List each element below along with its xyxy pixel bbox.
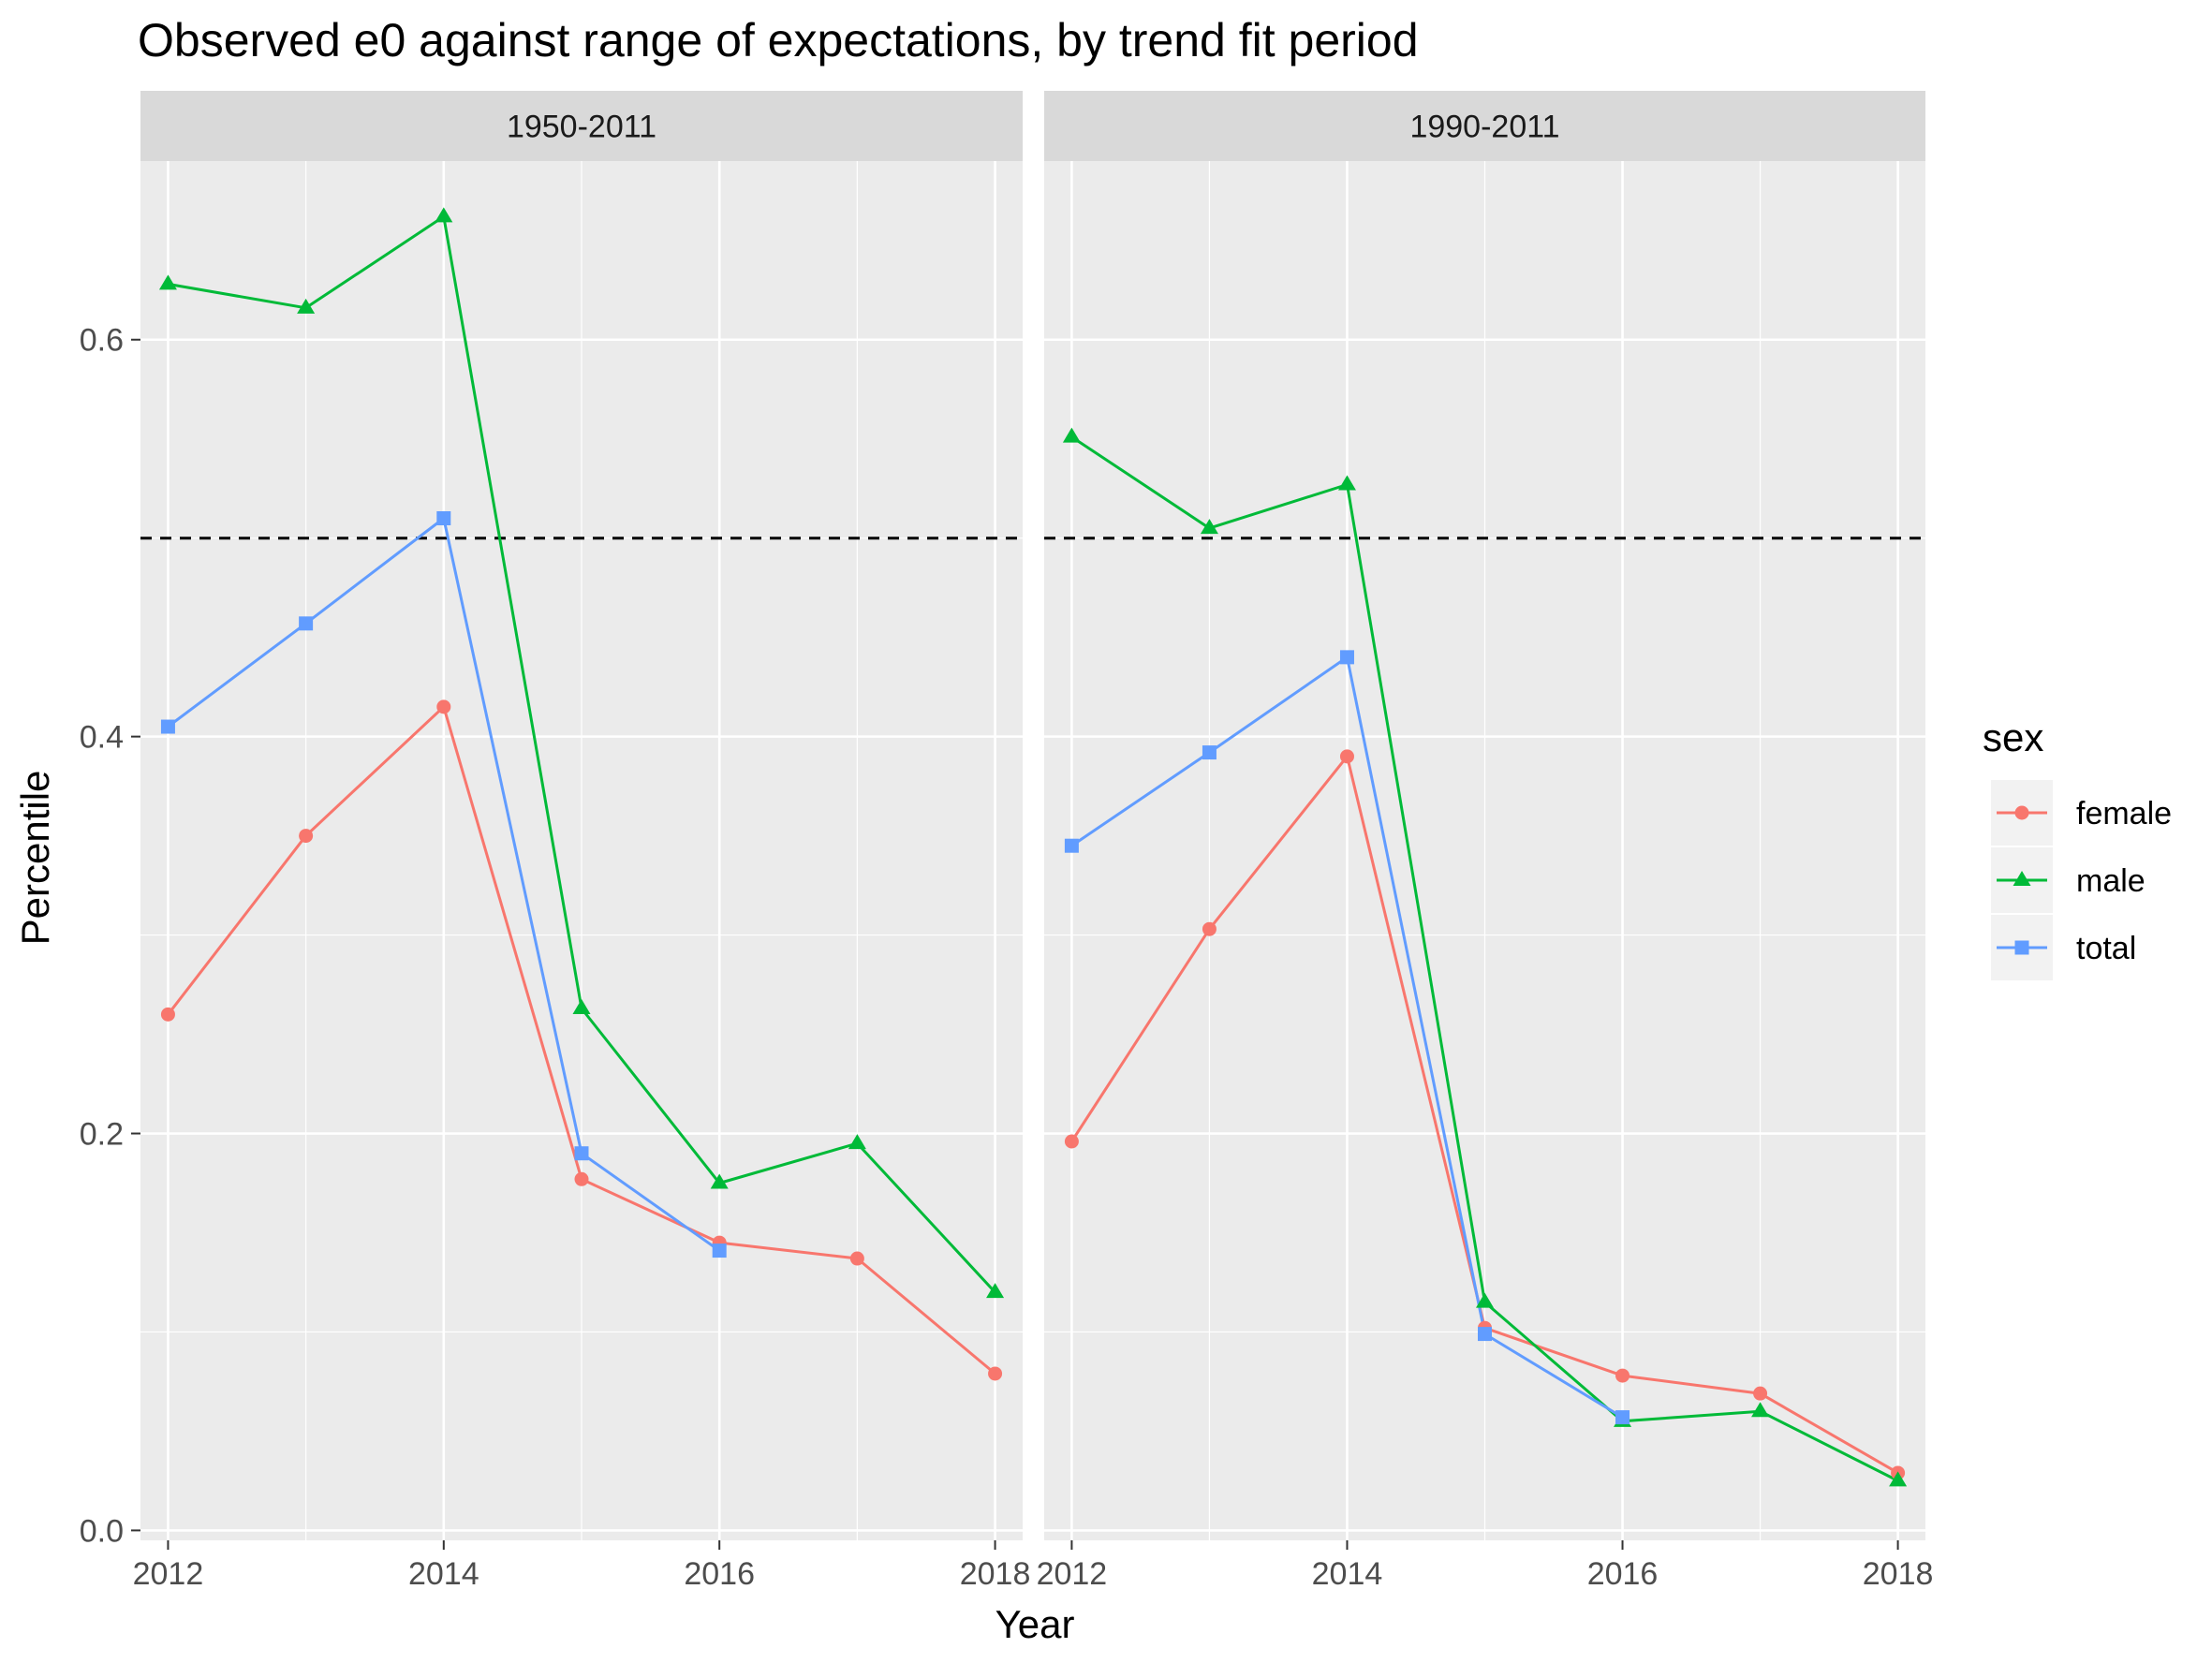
data-point-total [574, 1146, 589, 1161]
data-point-female [299, 829, 314, 844]
data-point-male [572, 998, 591, 1014]
legend-item-male: male [1991, 847, 2146, 913]
data-point-female [574, 1171, 589, 1186]
y-axis: 0.0 0.2 0.4 0.6 [80, 323, 140, 1549]
legend-key-marker [2013, 871, 2031, 886]
x-tick-label: 2014 [1312, 1556, 1383, 1592]
data-point-female [160, 1007, 175, 1022]
data-point-total [436, 510, 451, 525]
legend-label: total [2076, 931, 2136, 966]
data-point-total [1339, 650, 1354, 665]
data-point-male [1062, 427, 1081, 443]
data-point-male [158, 274, 177, 290]
data-point-total [1615, 1410, 1630, 1425]
y-tick-label: 0.6 [80, 323, 124, 359]
legend-item-total: total [1991, 915, 2136, 980]
data-point-total [1064, 838, 1079, 853]
y-tick-label: 0.4 [80, 720, 124, 756]
data-point-male [848, 1134, 866, 1150]
x-tick-label: 2012 [133, 1556, 204, 1592]
data-point-male [1476, 1292, 1494, 1308]
x-axis-right: 2012 2014 2016 2018 [1037, 1540, 1934, 1592]
legend-label: male [2076, 863, 2146, 899]
data-point-total [1202, 745, 1217, 760]
data-point-total [712, 1244, 727, 1258]
facet-strip [140, 91, 1023, 161]
data-point-female [1753, 1386, 1768, 1401]
data-point-female [1615, 1368, 1630, 1383]
x-axis-title: Year [995, 1602, 1075, 1646]
chart-title: Observed e0 against range of expectation… [138, 14, 1419, 66]
x-axis-left: 2012 2014 2016 2018 [133, 1540, 1031, 1592]
facet-panel-1950-2011: 1950-2011 [140, 91, 1023, 1540]
data-point-female [849, 1251, 864, 1266]
facet-strip-label: 1990-2011 [1409, 110, 1559, 145]
x-tick-label: 2018 [960, 1556, 1031, 1592]
facet-strip [1044, 91, 1925, 161]
data-point-male [1889, 1471, 1908, 1487]
data-point-male [1200, 519, 1218, 535]
x-tick-label: 2016 [1587, 1556, 1659, 1592]
y-tick-label: 0.2 [80, 1117, 124, 1153]
legend-key-marker [2014, 940, 2029, 955]
data-point-male [435, 207, 453, 223]
data-point-female [1202, 921, 1217, 936]
data-point-female [436, 699, 451, 714]
legend-title: sex [1983, 715, 2043, 759]
data-point-male [297, 298, 316, 314]
facet-strip-label: 1950-2011 [507, 110, 656, 145]
data-point-total [160, 719, 175, 734]
data-point-female [988, 1366, 1003, 1381]
data-point-male [1751, 1402, 1770, 1418]
x-tick-label: 2014 [408, 1556, 479, 1592]
legend-key-marker [2014, 805, 2029, 820]
data-point-male [710, 1173, 729, 1189]
data-point-female [1339, 749, 1354, 764]
y-axis-title: Percentile [13, 771, 57, 946]
facet-panel-1990-2011: 1990-2011 [1044, 91, 1925, 1540]
x-tick-label: 2012 [1037, 1556, 1108, 1592]
y-tick-label: 0.0 [80, 1513, 124, 1549]
x-tick-label: 2018 [1863, 1556, 1934, 1592]
data-point-total [1478, 1327, 1492, 1342]
x-tick-label: 2016 [684, 1556, 755, 1592]
legend: sex female male total [1983, 715, 2172, 980]
data-point-male [986, 1283, 1005, 1299]
legend-item-female: female [1991, 780, 2172, 846]
data-point-total [299, 616, 314, 631]
legend-label: female [2076, 796, 2172, 832]
data-point-male [1337, 475, 1356, 491]
data-point-female [1064, 1134, 1079, 1149]
